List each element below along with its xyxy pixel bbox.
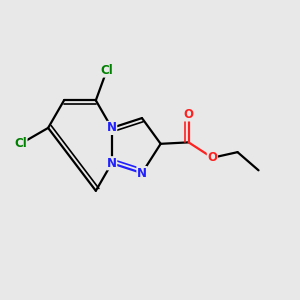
Text: N: N: [107, 157, 117, 170]
Text: N: N: [107, 122, 117, 134]
Text: O: O: [207, 151, 218, 164]
Text: Cl: Cl: [100, 64, 113, 77]
Text: N: N: [137, 167, 147, 180]
Text: O: O: [184, 108, 194, 121]
Text: Cl: Cl: [14, 137, 27, 150]
